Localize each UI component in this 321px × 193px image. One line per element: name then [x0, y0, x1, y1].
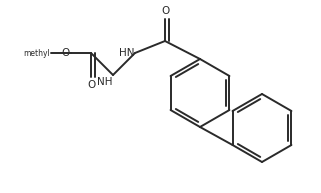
- Text: O: O: [88, 80, 96, 90]
- Text: NH: NH: [97, 77, 112, 87]
- Text: methyl: methyl: [23, 48, 50, 58]
- Text: O: O: [162, 6, 170, 16]
- Text: HN: HN: [118, 48, 134, 58]
- Text: O: O: [62, 48, 70, 58]
